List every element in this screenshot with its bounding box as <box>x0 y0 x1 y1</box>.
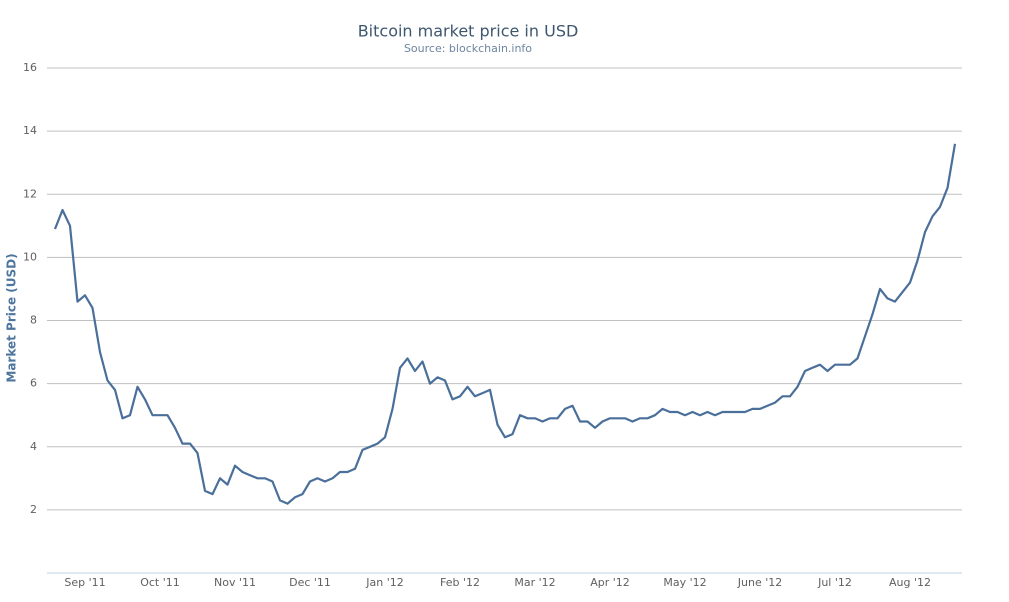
chart-title: Bitcoin market price in USD <box>358 22 579 41</box>
x-tick-label: Aug '12 <box>889 576 931 589</box>
y-tick-label: 12 <box>23 187 37 200</box>
y-tick-label: 6 <box>30 377 37 390</box>
y-tick-label: 16 <box>23 61 37 74</box>
x-tick-label: Jan '12 <box>365 576 403 589</box>
x-tick-label: June '12 <box>737 576 782 589</box>
chart-subtitle: Source: blockchain.info <box>404 42 532 55</box>
y-tick-label: 8 <box>30 314 37 327</box>
x-tick-label: Nov '11 <box>214 576 256 589</box>
y-tick-label: 14 <box>23 124 37 137</box>
x-tick-label: May '12 <box>663 576 706 589</box>
price-line <box>53 143 957 505</box>
x-tick-label: Apr '12 <box>590 576 630 589</box>
y-tick-label: 10 <box>23 250 37 263</box>
x-tick-label: Feb '12 <box>440 576 480 589</box>
y-tick-label: 2 <box>30 503 37 516</box>
y-axis-title: Market Price (USD) <box>5 253 19 382</box>
x-tick-label: Mar '12 <box>514 576 555 589</box>
x-tick-label: Dec '11 <box>289 576 331 589</box>
y-tick-label: 4 <box>30 440 37 453</box>
x-tick-label: Sep '11 <box>64 576 105 589</box>
x-tick-label: Oct '11 <box>140 576 180 589</box>
x-tick-label: Jul '12 <box>817 576 852 589</box>
